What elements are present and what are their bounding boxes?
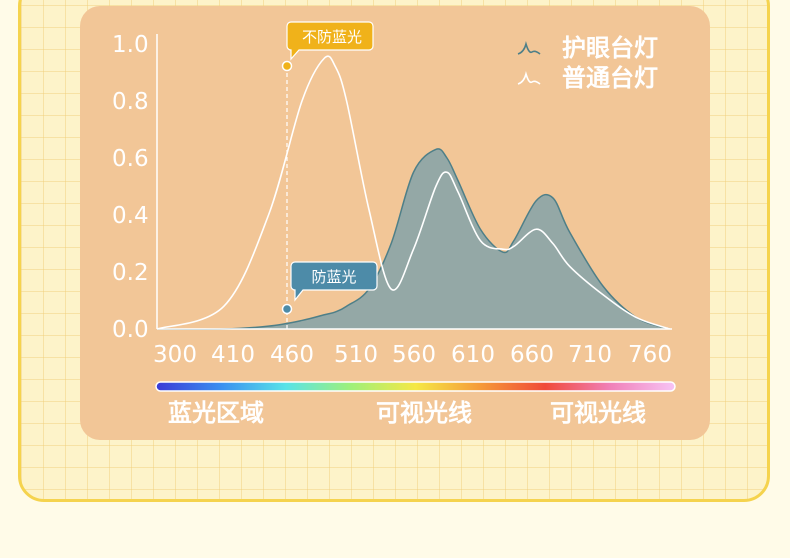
y-tick-label: 0.8 [112, 89, 149, 115]
x-tick-label: 410 [211, 342, 255, 368]
peak-marker [281, 60, 293, 72]
legend-label: 普通台灯 [562, 64, 658, 92]
legend-item: 普通台灯 [517, 64, 658, 92]
x-tick-label: 610 [451, 342, 495, 368]
callout-protection: 防蓝光 [290, 261, 378, 302]
y-tick-label: 0.6 [112, 146, 149, 172]
low-marker [281, 303, 293, 315]
series-normal-line [156, 55, 671, 330]
legend-swatch-icon [517, 40, 541, 55]
spectrum-bar [155, 381, 676, 392]
x-tick-label: 460 [270, 342, 314, 368]
y-tick-label: 0.0 [112, 317, 149, 343]
callout-no-protection-label: 不防蓝光 [302, 28, 362, 46]
callout-protection-label: 防蓝光 [311, 268, 356, 286]
legend-item: 护眼台灯 [517, 34, 658, 62]
band-label: 可视光线 [550, 399, 646, 427]
x-tick-label: 300 [153, 342, 197, 368]
x-tick-label: 760 [628, 342, 672, 368]
x-tick-label: 660 [510, 342, 554, 368]
legend-swatch-icon [517, 70, 541, 85]
legend-label: 护眼台灯 [562, 34, 658, 62]
band-label: 蓝光区域 [168, 399, 264, 427]
y-tick-label: 0.4 [112, 203, 149, 229]
band-label: 可视光线 [376, 399, 472, 427]
y-tick-label: 0.2 [112, 260, 149, 286]
x-tick-label: 560 [392, 342, 436, 368]
series-eye-care-line [156, 148, 671, 330]
series-eye-care-area [157, 148, 670, 330]
spectrum-chart: 0.0 0.2 0.4 0.6 0.8 1.0 300 410 460 510 560 610 660… [112, 21, 676, 427]
x-tick-label: 510 [334, 342, 378, 368]
callout-no-protection: 不防蓝光 [286, 21, 374, 61]
y-tick-label: 1.0 [112, 32, 149, 58]
chart-card: 0.0 0.2 0.4 0.6 0.8 1.0 300 410 460 510 560 610 660… [80, 6, 710, 440]
x-tick-label: 710 [568, 342, 612, 368]
